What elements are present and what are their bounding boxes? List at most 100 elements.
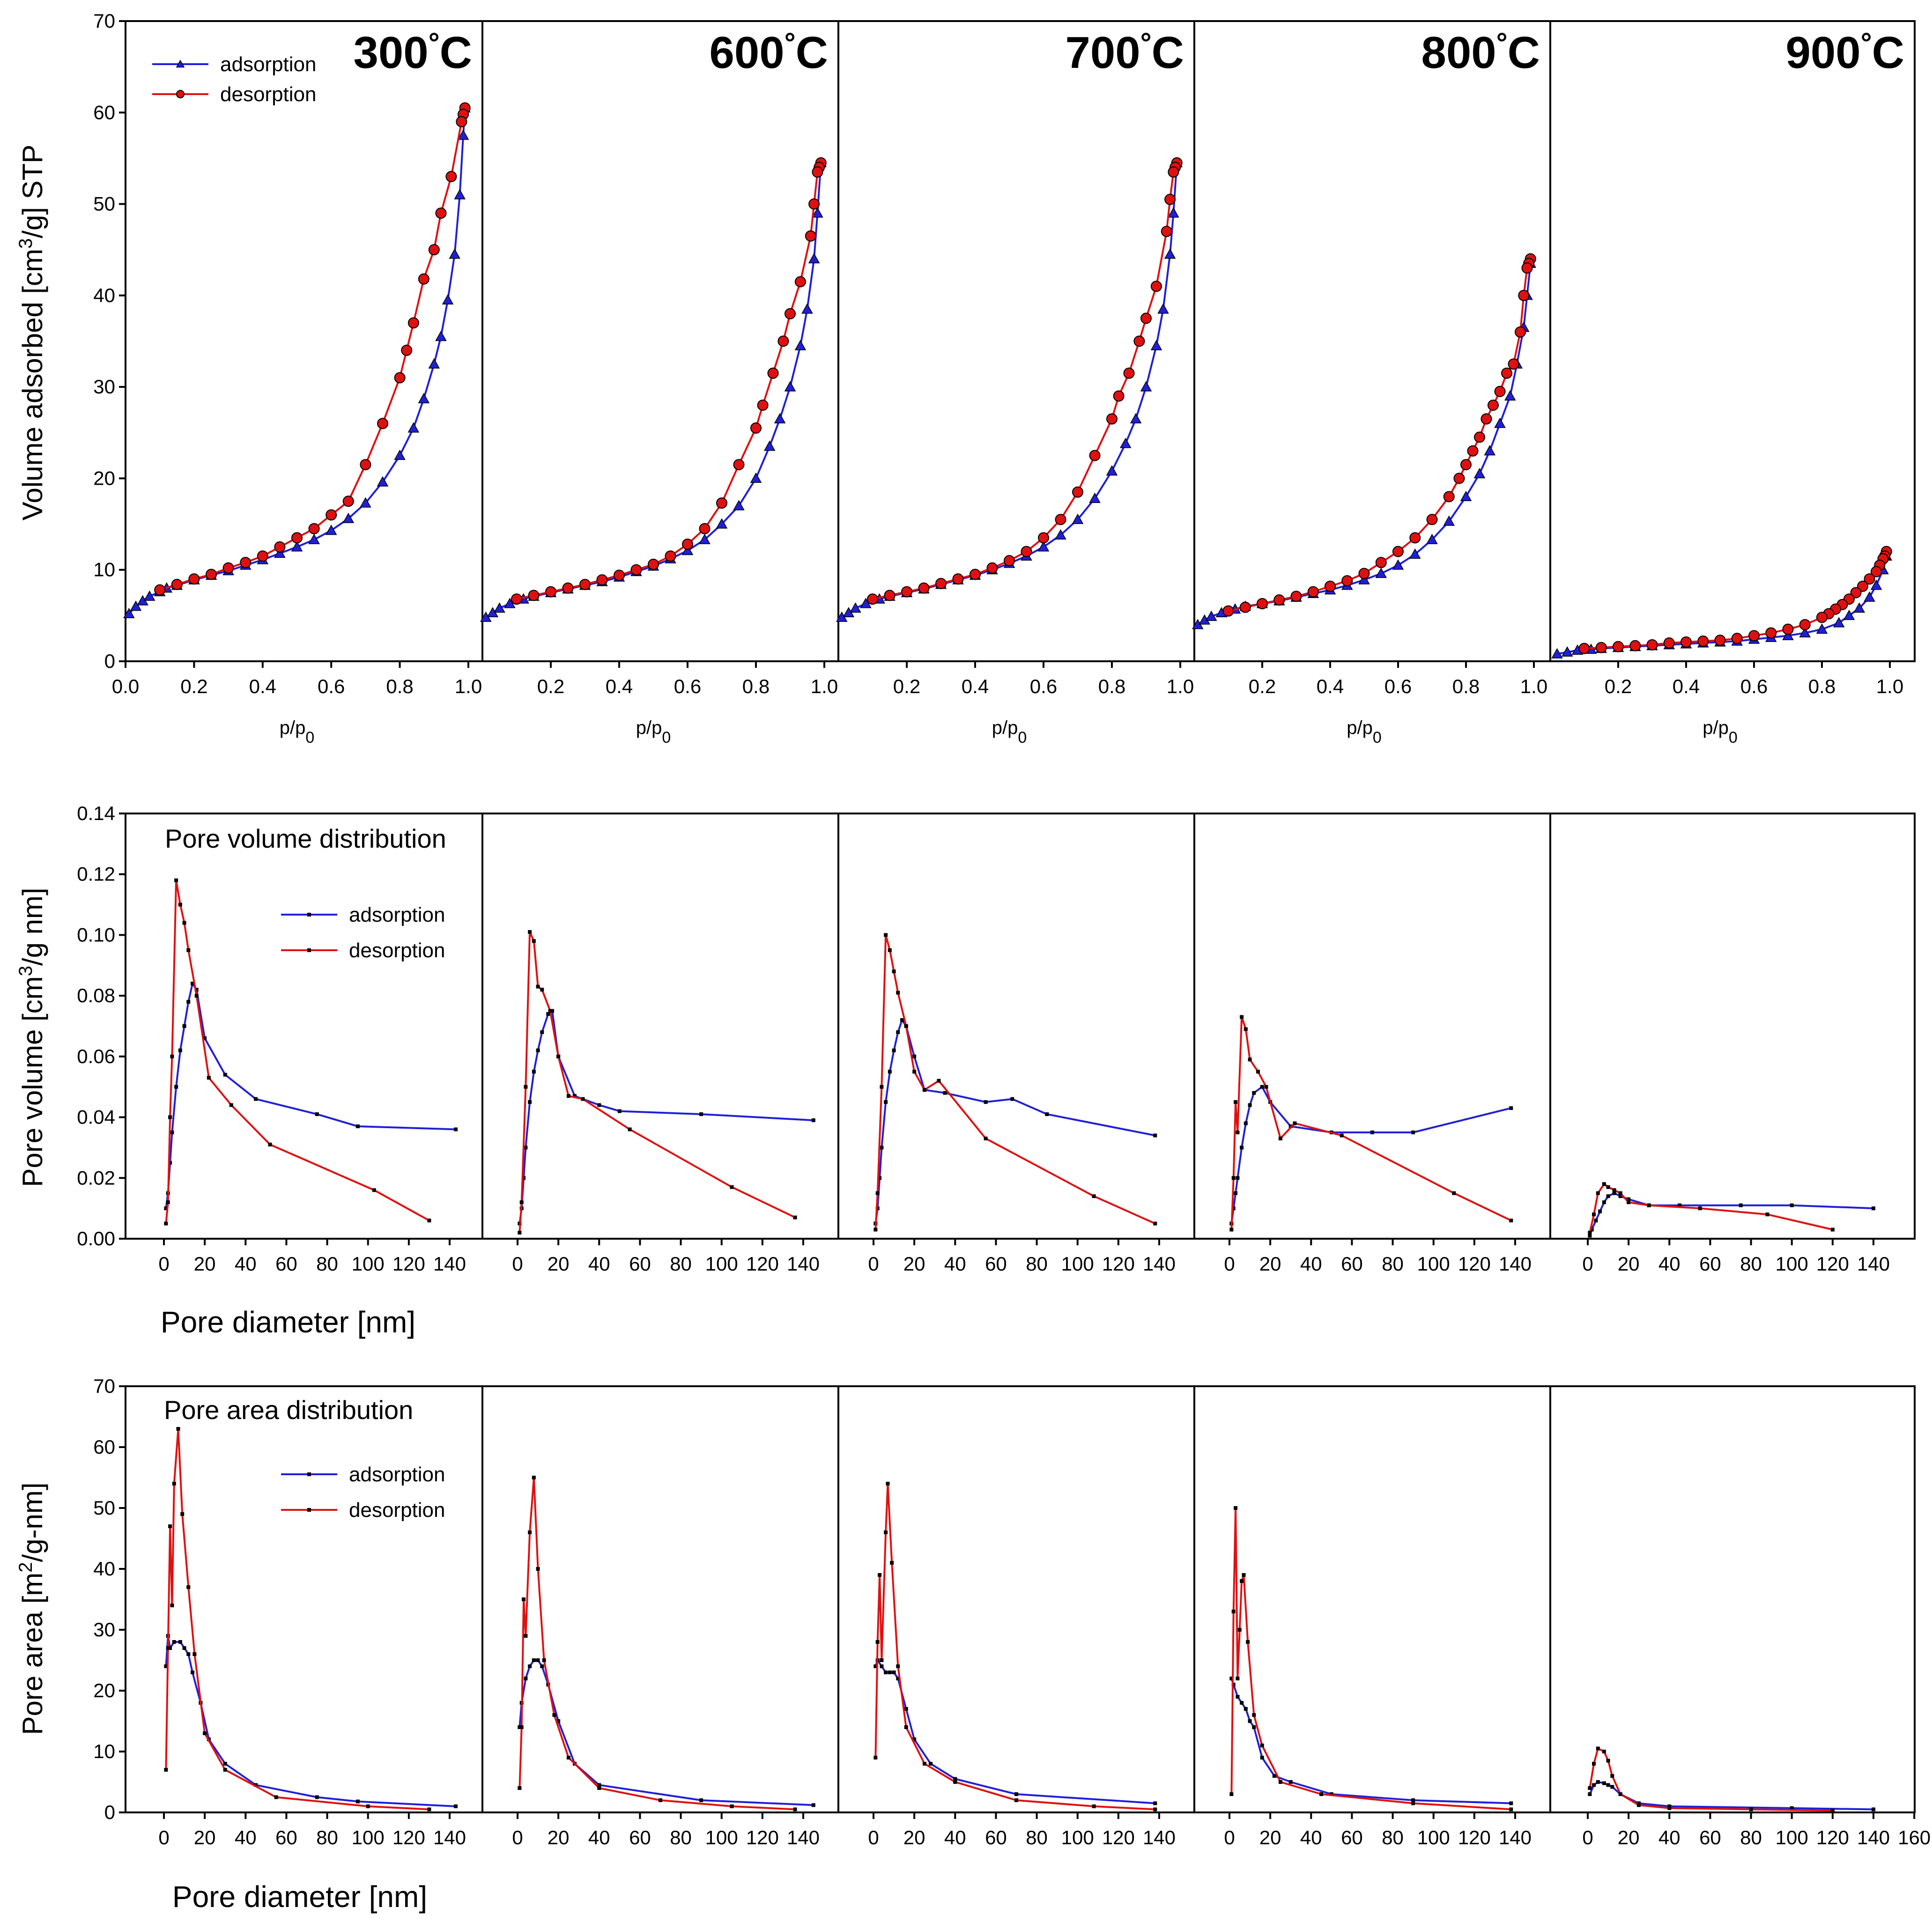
pore_volume-p5-desorption-line (1589, 1183, 1833, 1233)
pore_volume-x-tick-label: 40 (944, 1253, 966, 1275)
pore_area-p3-desorption-point (1153, 1807, 1157, 1811)
pore_area-y-tick-label: 10 (93, 1740, 115, 1762)
pore-volume-title: Pore volume distribution (165, 824, 446, 853)
isotherms-p1-adsorption-point (394, 450, 406, 460)
temperature-label-p3: 700°C (1066, 27, 1184, 78)
pore_area-panel-p2-frame (481, 1385, 839, 1813)
pore_volume-x-tick-label: 120 (1102, 1253, 1135, 1275)
isotherms-p1-desorption-point (342, 495, 354, 507)
isotherms-p4-desorption-point (1409, 532, 1421, 544)
isotherms-p3-desorption-point (918, 582, 930, 594)
isotherms-p4-adsorption-point (1473, 468, 1486, 479)
isotherms-p2-desorption-point (699, 523, 711, 534)
isotherms-p5-adsorption-point (1816, 623, 1828, 634)
isotherms-p2-desorption-point (812, 166, 823, 178)
pore_area-x-tick-label: 20 (1618, 1826, 1640, 1848)
pore_volume-p1-adsorption-point (355, 1124, 360, 1129)
pore_area-p3-adsorption-line (874, 1658, 1155, 1804)
pore_volume-y-tick-label: 0.12 (77, 863, 115, 885)
pore_area-p5-adsorption-point (1610, 1785, 1614, 1789)
isotherms-p1-desorption-point (394, 372, 406, 384)
pore_area-x-tick-label: 80 (670, 1826, 692, 1848)
isotherms-p1-desorption-point (154, 584, 166, 596)
pore_volume-p1-adsorption-point (454, 1127, 458, 1131)
isotherms-p2-desorption-point (785, 308, 796, 319)
pore_area-p5-desorption-point (1667, 1806, 1672, 1810)
pore_area-p3-adsorption-point (1014, 1792, 1018, 1796)
isotherms-y-tick-label: 0 (104, 650, 115, 672)
pore_volume-x-tick-label: 120 (392, 1253, 425, 1275)
isotherms-x-tick-label: 0.2 (1249, 675, 1276, 697)
pore_area-p4-desorption-point (1319, 1792, 1324, 1796)
isotherms-p3-desorption-point (1055, 514, 1066, 525)
isotherms-p2-adsorption-point (812, 207, 823, 218)
pore_area-p5-desorption-point (1592, 1762, 1596, 1766)
pore_volume-x-tick-label: 100 (352, 1253, 385, 1275)
pore_area-p4-desorption-point (1252, 1713, 1256, 1717)
pore_volume-p1-adsorption-point (194, 988, 199, 992)
pore_area-p2-adsorption-point (518, 1725, 522, 1729)
pore_volume-p2-adsorption-point (536, 1048, 540, 1052)
pore_volume-legend-marker (307, 913, 311, 917)
isotherms-p2-adsorption-point (716, 518, 728, 529)
pore_area-p3-adsorption-point (884, 1671, 888, 1674)
pore_volume-p3-adsorption-point (884, 1100, 888, 1104)
pore_area-p1-adsorption-point (168, 1646, 172, 1650)
pore_volume-x-tick-label: 0 (512, 1253, 523, 1275)
pore_volume-p4-adsorption-point (1509, 1106, 1513, 1110)
pore_area-p3-adsorption-point (896, 1677, 900, 1680)
isotherms-p2-adsorption-point (784, 381, 796, 392)
pore_area-p3-desorption-point (884, 1530, 888, 1534)
pore_volume-p1-desorption-point (168, 1115, 172, 1119)
pore_area-p1-desorption-point (176, 1427, 180, 1431)
pore_volume-x-tick-label: 80 (670, 1253, 692, 1275)
isotherms-p1-adsorption-point (130, 600, 142, 611)
pore_area-p2-adsorption-line (518, 1659, 814, 1806)
pore_volume-p4-desorption-point (1244, 1027, 1248, 1031)
pore_volume-x-tick-label: 0 (1224, 1253, 1235, 1275)
pore_volume-x-tick-label: 140 (1499, 1253, 1532, 1275)
pore_area-p4-desorption-point (1278, 1780, 1282, 1784)
pore_area-p1-adsorption-point (186, 1652, 191, 1656)
pore_volume-x-tick-label: 20 (903, 1253, 925, 1275)
pore_volume-p1-desorption-point (166, 1200, 170, 1205)
pore_volume-p3-adsorption-point (984, 1100, 988, 1104)
pore_volume-p3-adsorption-point (878, 1176, 882, 1180)
pore_area-p1-desorption-point (168, 1524, 172, 1528)
isotherms-p5-adsorption-point (1833, 617, 1845, 628)
pore_area-p5-desorption-point (1606, 1759, 1610, 1763)
pore_volume-p3-desorption-point (922, 1088, 926, 1092)
isotherms-p5-adsorption-point (1843, 609, 1855, 620)
pore-area-y-axis-title: Pore area [m2/g-nm] (15, 1482, 48, 1735)
isotherms-p1-adsorption-point (407, 422, 420, 433)
isotherms-y-tick-label: 40 (93, 284, 115, 306)
isotherms-p5-desorption-point (1578, 643, 1590, 654)
pore_area-x-tick-label: 140 (1143, 1826, 1176, 1848)
isotherms-p4-desorption-point (1325, 580, 1336, 592)
pore_area-p5-desorption-point (1588, 1786, 1592, 1790)
isotherms-x-tick-label: 0.8 (742, 675, 770, 697)
isotherms-p3-desorption-point (1123, 367, 1135, 379)
isotherms-p3-adsorption-point (1168, 207, 1179, 218)
isotherms-p5-desorption-point (1765, 627, 1777, 639)
pore_area-p3-desorption-point (886, 1482, 890, 1486)
pore_area-y-tick-label: 40 (93, 1558, 115, 1580)
pore_area-x-tick-label: 0 (158, 1826, 169, 1848)
pore_volume-p1-desorption-point (372, 1188, 376, 1192)
isotherms-y-tick-label: 50 (93, 193, 115, 215)
pore_volume-p4-desorption-point (1264, 1085, 1268, 1089)
pore_volume-legend-label-desorption: desorption (349, 939, 445, 962)
pore_area-p5-desorption-point (1596, 1746, 1600, 1751)
pore_area-p2-desorption-point (536, 1567, 540, 1571)
pore_area-x-tick-label: 100 (1061, 1826, 1094, 1848)
isotherms-p1-desorption-point (445, 170, 457, 182)
isotherms-p4-desorption-point (1467, 445, 1479, 457)
pore_volume-p5-adsorption-point (1598, 1209, 1602, 1213)
pore_area-p3-adsorption-point (904, 1707, 908, 1711)
pore_volume-p3-desorption-point (904, 1024, 908, 1028)
isotherms-p5-desorption-point (1799, 619, 1811, 630)
pore_area-x-tick-label: 60 (629, 1826, 651, 1848)
pore_area-p2-adsorption-point (532, 1658, 536, 1662)
pore_volume-p5-desorption-point (1647, 1203, 1651, 1207)
isotherms-p2-adsorption-point (494, 602, 505, 613)
